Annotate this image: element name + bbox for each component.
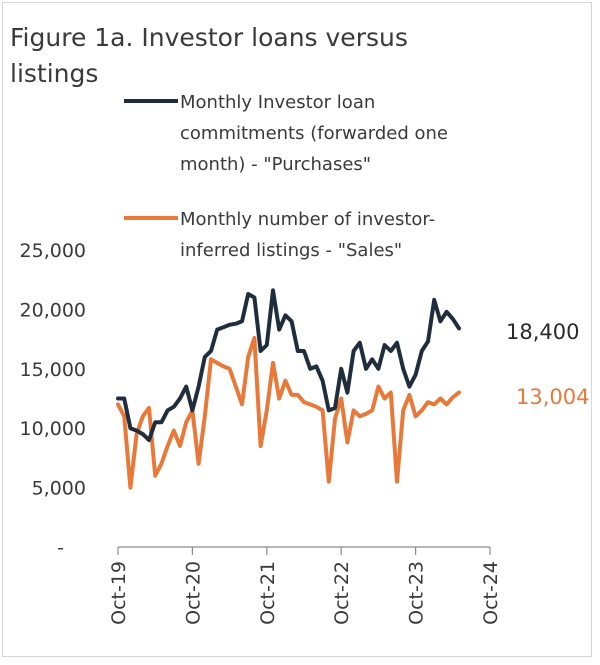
end-label-sales: 13,004 (516, 385, 589, 409)
chart-title: Figure 1a. Investor loans versus listing… (10, 20, 430, 92)
y-axis: 25,000 20,000 15,000 10,000 5,000 - (20, 240, 86, 559)
chart-title-line-2: listings (10, 59, 99, 88)
legend-label-1-line-2: commitments (forwarded one (180, 123, 448, 144)
series-line-sales (116, 335, 461, 490)
y-tick-label-: - (57, 537, 64, 559)
chart-frame (2, 2, 592, 657)
legend: Monthly Investor loan commitments (forwar… (124, 92, 448, 261)
y-tick-label-15-000: 15,000 (20, 359, 86, 381)
x-tick-label-oct-19: Oct-19 (108, 561, 130, 625)
end-labels: 18,400 13,004 (506, 320, 589, 409)
legend-label-1-line-3: month) - "Purchases" (180, 154, 371, 175)
series-group (116, 288, 461, 490)
legend-label-1-line-1: Monthly Investor loan (180, 92, 375, 113)
legend-label-2-line-1: Monthly number of investor- (180, 209, 435, 230)
y-tick-label-10-000: 10,000 (20, 418, 86, 440)
x-tick-label-oct-23: Oct-23 (406, 561, 428, 625)
y-tick-label-20-000: 20,000 (20, 299, 86, 321)
series-line-purchases (116, 288, 461, 443)
chart-title-line-1: Figure 1a. Investor loans versus (10, 23, 408, 52)
x-tick-label-oct-21: Oct-21 (257, 561, 279, 625)
y-tick-label-25-000: 25,000 (20, 240, 86, 262)
x-tick-label-oct-20: Oct-20 (182, 561, 204, 625)
legend-label-2-line-2: inferred listings - "Sales" (180, 240, 402, 261)
x-tick-label-oct-24: Oct-24 (480, 561, 502, 625)
x-axis: Oct-19 Oct-20 Oct-21 Oct-22 Oct-23 Oct-24 (108, 546, 502, 625)
y-tick-label-5-000: 5,000 (32, 478, 86, 500)
x-tick-label-oct-22: Oct-22 (331, 561, 353, 625)
end-label-purchases: 18,400 (506, 320, 579, 344)
